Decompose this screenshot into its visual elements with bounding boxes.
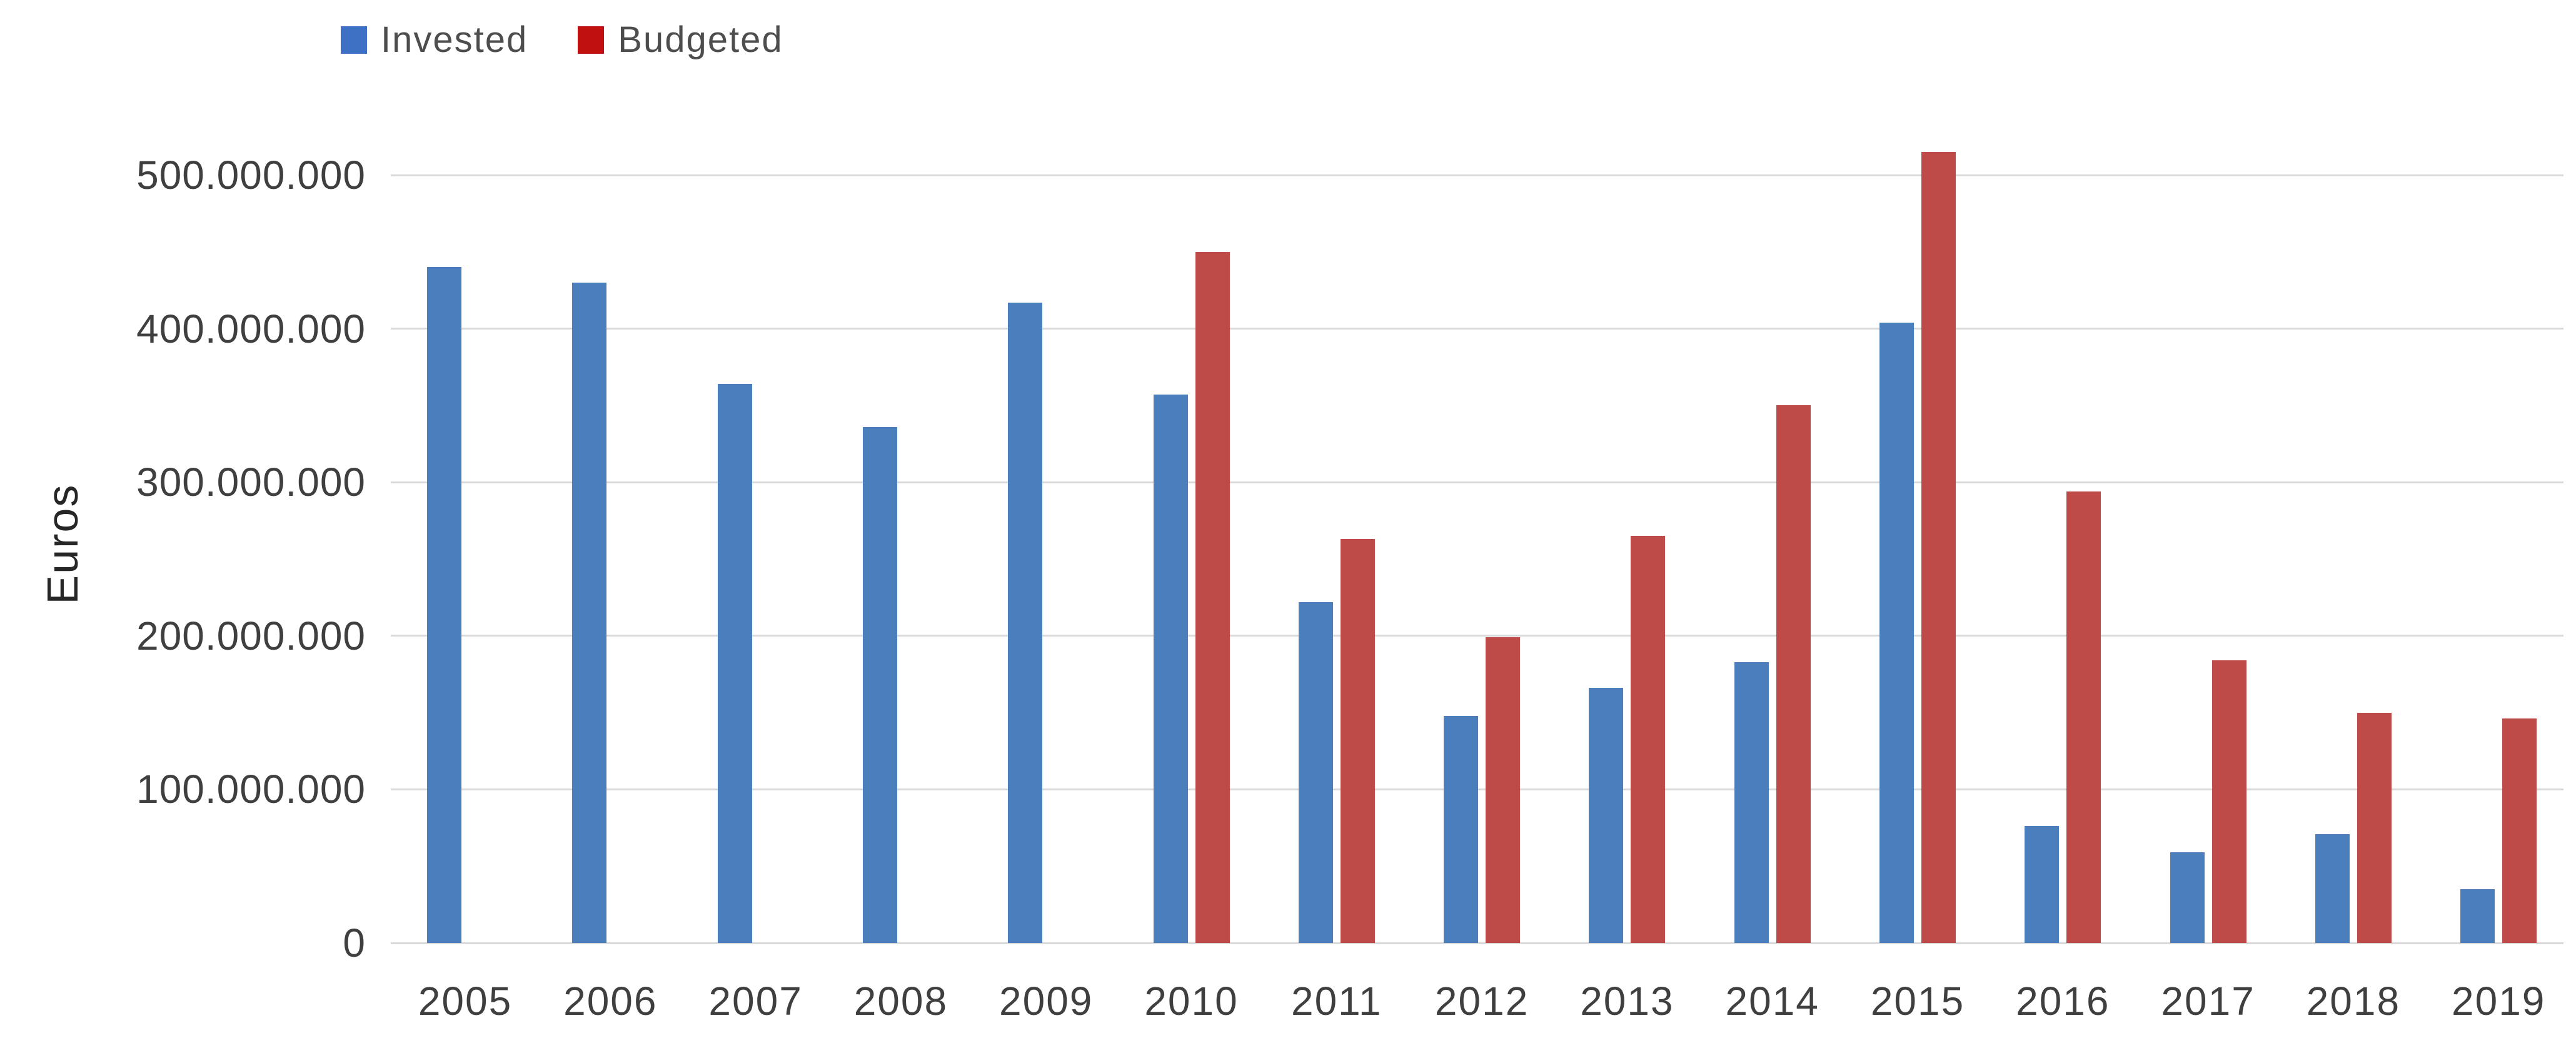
bar-group-2010 [1119,144,1264,943]
bar-group-2016 [1990,144,2135,943]
bar-invested-2014 [1734,662,1769,943]
bar-budgeted-2016 [2066,491,2101,943]
x-tick-label-2006: 2006 [563,979,658,1024]
bar-invested-2005 [427,267,461,943]
bar-group-2014 [1700,144,1845,943]
legend-label: Budgeted [618,19,783,60]
y-tick-label: 500.000.000 [136,153,366,198]
bar-group-2006 [538,144,683,943]
bar-budgeted-2010 [1195,252,1230,943]
x-tick-label-2005: 2005 [418,979,513,1024]
y-tick-label: 100.000.000 [136,767,366,812]
x-tick-label-2008: 2008 [853,979,948,1024]
x-tick-label-2012: 2012 [1434,979,1529,1024]
x-tick-label-2007: 2007 [708,979,803,1024]
bar-invested-2015 [1879,323,1914,943]
gridline-500000000 [391,174,2563,176]
bar-invested-2006 [572,283,607,943]
x-tick-label-2009: 2009 [999,979,1094,1024]
bar-budgeted-2018 [2357,713,2392,943]
bar-group-2009 [974,144,1119,943]
gridline-300000000 [391,481,2563,483]
x-tick-label-2015: 2015 [1870,979,1965,1024]
legend-item-budgeted: Budgeted [578,19,783,61]
gridline-0 [391,942,2563,944]
bar-budgeted-2011 [1340,539,1375,943]
x-tick-label-2013: 2013 [1580,979,1674,1024]
bar-group-2019 [2426,144,2571,943]
budgeted-legend-swatch-icon [578,26,605,54]
plot-area [391,144,2563,944]
bar-invested-2012 [1444,716,1479,943]
bar-invested-2016 [2025,826,2060,943]
bar-invested-2007 [717,384,752,943]
bar-budgeted-2014 [1776,405,1811,943]
bar-group-2007 [683,144,828,943]
bar-invested-2013 [1589,688,1624,943]
x-tick-label-2019: 2019 [2452,979,2546,1024]
bar-budgeted-2013 [1631,536,1666,943]
bar-group-2015 [1845,144,1990,943]
x-tick-label-2017: 2017 [2161,979,2255,1024]
gridline-200000000 [391,635,2563,637]
bar-group-2017 [2136,144,2281,943]
bar-group-2011 [1264,144,1409,943]
x-tick-label-2018: 2018 [2306,979,2401,1024]
bar-invested-2018 [2315,834,2350,943]
bar-budgeted-2017 [2211,660,2246,943]
y-tick-label: 300.000.000 [136,460,366,505]
bar-invested-2009 [1008,303,1043,943]
gridline-400000000 [391,328,2563,330]
bar-budgeted-2015 [1921,152,1956,943]
bar-invested-2019 [2460,889,2495,943]
x-tick-label-2014: 2014 [1725,979,1819,1024]
legend-label: Invested [381,19,528,60]
bar-group-2012 [1409,144,1554,943]
invested-legend-swatch-icon [341,26,367,54]
bar-budgeted-2019 [2502,718,2537,943]
y-tick-label: 400.000.000 [136,306,366,351]
bar-group-2008 [828,144,974,943]
legend-item-invested: Invested [341,19,528,61]
x-tick-label-2011: 2011 [1291,979,1382,1024]
x-tick-label-2010: 2010 [1144,979,1239,1024]
bar-invested-2011 [1298,602,1333,943]
bar-invested-2008 [862,427,897,943]
bar-group-2018 [2281,144,2426,943]
y-tick-label: 0 [343,920,366,965]
x-tick-label-2016: 2016 [2016,979,2110,1024]
bar-group-2005 [393,144,538,943]
y-axis-title: Euros [38,483,87,605]
bar-group-2013 [1554,144,1699,943]
bar-budgeted-2012 [1486,637,1521,943]
bar-invested-2017 [2170,852,2205,943]
y-tick-label: 200.000.000 [136,613,366,658]
bar-invested-2010 [1153,395,1188,943]
chart-legend: Invested Budgeted [341,19,783,61]
